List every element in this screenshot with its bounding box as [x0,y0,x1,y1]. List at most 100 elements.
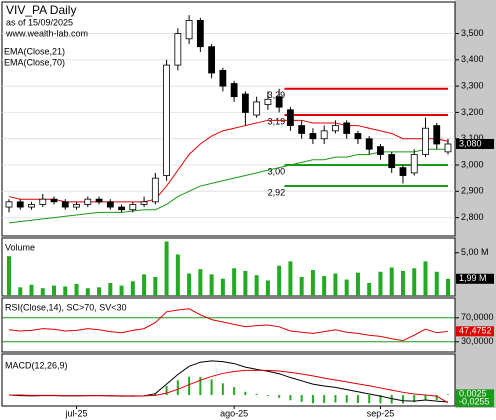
candle-body [5,201,13,208]
candle-body [163,64,170,176]
candle-body [208,46,216,74]
histogram-bar [266,395,269,396]
candle-body [140,201,148,205]
volume-bar [40,288,45,296]
last-value-box [456,273,494,284]
y-tick-label: 70,0000 [461,312,494,322]
histogram-bar [199,376,202,396]
y-tick-label: 2,800 [461,212,484,222]
level-label: 3,19 [268,116,286,126]
ema-line [8,119,449,203]
candle-body [61,201,69,208]
volume-bar [74,283,79,296]
y-tick-label: 3,300 [461,81,484,91]
candle-body [332,125,339,132]
candle-body [264,98,272,105]
histogram-bar [278,395,281,398]
pane-frame [1,297,456,353]
volume-bar [52,285,57,296]
candle-body [253,101,261,116]
pane-frame [1,353,456,407]
histogram-bar [435,395,438,400]
histogram-bar [447,394,449,396]
volume-bar [400,270,405,296]
pane-frame [1,1,456,237]
histogram-bar [413,395,416,403]
candle-body [287,109,294,126]
volume-bar [209,274,214,296]
level-label: 2,92 [268,187,286,197]
histogram-bar [255,393,258,396]
axis-area [455,0,496,408]
volume-bar [187,273,192,296]
volume-bar [119,285,124,296]
candle-body [433,125,441,145]
candle-body [28,204,35,208]
last-value-box [456,138,494,149]
volume-bar [254,275,259,296]
candle-body [275,96,283,108]
volume-bar [198,269,203,296]
histogram-bar [210,379,213,396]
last-value-box [456,389,494,400]
volume-bar [130,281,135,296]
candle-body [343,122,351,134]
volume-bar [446,278,450,296]
candle-body [230,83,238,98]
candle-body [354,133,362,140]
volume-bar [243,270,248,296]
volume-bar [232,268,237,296]
candle-body [129,204,137,211]
candle-body [39,198,47,205]
volume-bar [412,268,417,296]
candle-body [73,204,80,208]
last-value-box [456,326,494,337]
level-label: 3,00 [268,166,286,176]
histogram-bar [424,395,427,400]
volume-bar [378,271,383,296]
volume-bar [367,283,372,296]
histogram-bar [165,386,168,396]
volume-bar [164,241,169,296]
histogram-bar [221,383,224,396]
candle-body [16,201,24,208]
level-label: 3,29 [268,90,286,100]
candle-body [219,69,227,87]
histogram-bar [390,395,393,404]
histogram-bar [345,395,348,403]
volume-bar [277,265,282,296]
volume-bar [344,279,349,296]
candle-body [50,198,58,203]
candle-body [298,125,306,134]
histogram-bar [176,380,179,396]
volume-bar [7,256,11,296]
y-tick-label: 3,100 [461,133,484,143]
y-tick-label: 3,000 [461,159,484,169]
candle-body [196,20,204,48]
rsi-line [8,308,449,342]
volume-bar [29,284,34,296]
y-tick-label: 3,400 [461,54,484,64]
chart-title: VIV_PA Daily [6,3,76,17]
candle-body [320,130,328,140]
volume-bar [299,276,304,296]
pane-frame [1,237,456,297]
volume-bar [423,261,428,296]
pane-title: RSI(Close,14), SC>70, SV<30 [5,302,127,312]
legend-entry: EMA(Close,21) [4,46,65,56]
y-tick-label: 3,500 [461,28,484,38]
candle-body [241,93,249,113]
histogram-bar [300,395,303,402]
candle-body [95,198,103,203]
candle-body [118,206,125,211]
histogram-bar [368,395,371,404]
histogram-bar [323,395,326,403]
volume-bar [18,287,23,296]
pane-title: MACD(12,26,9) [5,360,68,370]
last-value-label: 3,080 [459,138,482,148]
volume-bar [175,254,180,296]
volume-bar [389,267,394,296]
legend-entry: EMA(Close,70) [4,57,65,67]
